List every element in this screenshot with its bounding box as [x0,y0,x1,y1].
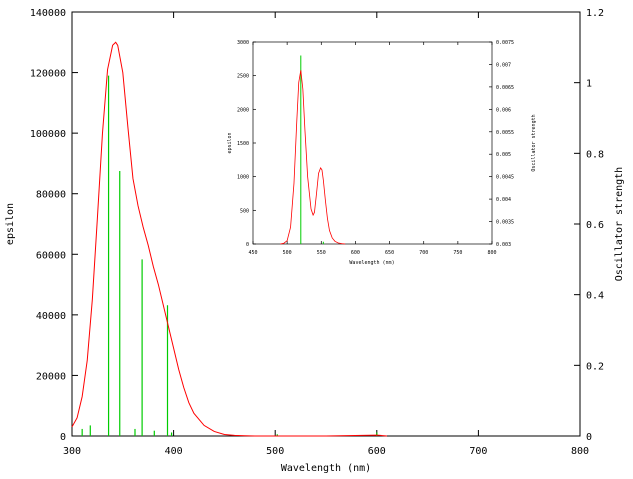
x-tick-label: 450 [248,250,257,256]
y-tick-label: 500 [240,208,249,214]
y2-tick-label: 0.0055 [496,130,514,136]
y-tick-label: 80000 [36,190,66,201]
y2-tick-label: 0.007 [496,62,511,68]
main-y-axis-title: epsilon [5,203,16,245]
y2-tick-label: 0.4 [586,291,604,302]
x-tick-label: 650 [385,250,394,256]
y2-tick-label: 0.6 [586,220,604,231]
main-plot: 300 400 500 600 700 8000200004000060000800001… [5,8,625,474]
main-epsilon-line [71,41,388,437]
y-tick-label: 20000 [36,371,66,382]
y2-tick-label: 0.2 [586,361,604,372]
inset-axis-ticks: 450 500 550 600 650 700 750 800 0 500 1000 1500 2000… [237,40,514,256]
y-tick-label: 1500 [237,141,249,147]
y2-tick-label: 0.8 [586,149,604,160]
y-tick-label: 2000 [237,107,249,113]
y2-tick-label: 0.004 [496,197,511,203]
y2-tick-label: 0.0045 [496,175,514,181]
inset-epsilon-line [280,70,346,245]
x-tick-label: 700 [419,250,428,256]
y-tick-label: 3000 [237,40,249,46]
main-y2-axis-title: Oscillator strength [614,167,625,281]
y-tick-label: 40000 [36,311,66,322]
y-tick-label: 1000 [237,175,249,181]
main-axis-ticks: 300 400 500 600 700 8000200004000060000800001… [30,8,604,457]
y-tick-label: 100000 [30,129,66,140]
inset-oscillator-sticks [300,55,324,244]
inset-plot-frame [252,41,493,245]
y-tick-label: 0 [60,432,66,443]
x-tick-label: 500 [283,250,292,256]
inset-y-axis-title: epsilon [227,132,233,153]
x-tick-label: 600 [368,446,386,457]
y2-tick-label: 1.2 [586,8,604,19]
x-tick-label: 800 [571,446,589,457]
y-tick-label: 140000 [30,8,66,19]
y2-tick-label: 0.006 [496,107,511,113]
y-tick-label: 2500 [237,74,249,80]
x-tick-label: 800 [487,250,496,256]
y2-tick-label: 0.0065 [496,85,514,91]
x-tick-label: 750 [453,250,462,256]
x-tick-label: 550 [317,250,326,256]
y2-tick-label: 0.0035 [496,220,514,226]
x-tick-label: 500 [266,446,284,457]
x-tick-label: 300 [63,446,81,457]
inset-plot: 450 500 550 600 650 700 750 800 0 500 1000 1500 2000… [227,40,537,266]
y2-tick-label: 0.005 [496,152,511,158]
x-tick-label: 600 [351,250,360,256]
main-x-axis-title: Wavelength (nm) [281,463,371,474]
inset-y2-axis-title: Oscillator strength [531,114,537,171]
y-tick-label: 60000 [36,250,66,261]
y2-tick-label: 0.003 [496,242,511,248]
y2-tick-label: 1 [586,79,592,90]
y-tick-label: 0 [246,242,249,248]
x-tick-label: 700 [469,446,487,457]
y2-tick-label: 0.0075 [496,40,514,46]
y-tick-label: 120000 [30,69,66,80]
main-oscillator-sticks [81,75,378,436]
x-tick-label: 400 [165,446,183,457]
y2-tick-label: 0 [586,432,592,443]
inset-x-axis-title: Wavelength (nm) [349,260,394,266]
